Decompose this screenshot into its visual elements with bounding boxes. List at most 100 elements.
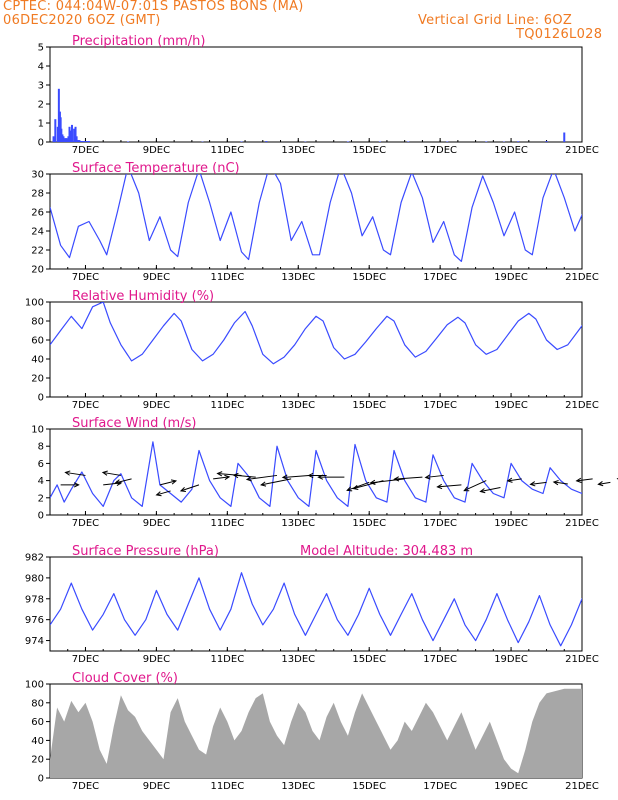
x-tick-label: 17DEC <box>423 518 457 529</box>
y-tick-label: 60 <box>31 336 44 347</box>
precip-bar <box>70 124 73 142</box>
x-tick-label: 17DEC <box>423 272 457 283</box>
y-tick-label: 2 <box>38 493 44 504</box>
x-tick-label: 17DEC <box>423 400 457 411</box>
precip-bar <box>75 136 78 142</box>
x-tick-label: 15DEC <box>352 272 386 283</box>
precip-bar <box>127 141 130 142</box>
x-tick-label: 19DEC <box>494 272 528 283</box>
panel-title: Relative Humidity (%) <box>72 289 214 304</box>
precip-bar <box>64 138 67 142</box>
wind-arrow <box>260 478 292 487</box>
wind-arrow <box>281 474 309 480</box>
precip-bar <box>378 141 381 142</box>
series-line <box>50 174 582 262</box>
x-tick-label: 15DEC <box>352 145 386 156</box>
x-tick-label: 7DEC <box>72 400 99 411</box>
y-tick-label: 974 <box>25 636 44 647</box>
x-tick-label: 7DEC <box>72 272 99 283</box>
y-tick-label: 976 <box>25 615 44 626</box>
y-tick-label: 3 <box>38 81 44 92</box>
y-tick-label: 26 <box>31 208 44 219</box>
wind-arrow <box>552 480 568 486</box>
x-tick-label: 19DEC <box>494 145 528 156</box>
x-tick-label: 13DEC <box>281 654 315 665</box>
y-tick-label: 28 <box>31 189 44 200</box>
x-tick-label: 9DEC <box>143 518 170 529</box>
precip-bar <box>82 141 85 142</box>
x-tick-label: 13DEC <box>281 781 315 792</box>
x-tick-label: 9DEC <box>143 145 170 156</box>
precip-bar <box>62 136 65 142</box>
x-tick-label: 21DEC <box>565 272 599 283</box>
y-tick-label: 10 <box>31 425 44 436</box>
panel-frame <box>49 46 583 143</box>
x-tick-label: 21DEC <box>565 654 599 665</box>
wind-arrow <box>424 474 444 480</box>
precip-bar <box>446 141 449 142</box>
wind-arrow <box>575 477 593 483</box>
wind-arrow <box>155 490 171 497</box>
wind-arrow <box>463 480 487 492</box>
y-tick-label: 20 <box>31 265 44 276</box>
series-line <box>50 302 582 365</box>
panel-subtitle: Model Altitude: 304.483 m <box>300 544 473 559</box>
x-tick-label: 11DEC <box>210 145 244 156</box>
precip-bar <box>67 136 70 142</box>
y-tick-label: 20 <box>31 374 44 385</box>
model-run-id: TQ0126L028 <box>516 27 603 42</box>
panel-title: Surface Pressure (hPa) <box>72 544 219 559</box>
x-tick-label: 13DEC <box>281 145 315 156</box>
x-tick-label: 17DEC <box>423 781 457 792</box>
precip-bar <box>485 141 488 142</box>
y-tick-label: 22 <box>31 246 44 257</box>
wind-arrow <box>101 470 122 476</box>
x-tick-label: 13DEC <box>281 400 315 411</box>
series-line <box>50 441 582 507</box>
x-tick-label: 9DEC <box>143 400 170 411</box>
precip-bar <box>517 141 520 142</box>
y-tick-label: 0 <box>38 511 44 522</box>
x-tick-label: 13DEC <box>281 518 315 529</box>
panel-4: 0 2 4 6 8 10 7DEC 9DEC 11DEC 13DEC 15DEC 17DEC 19DEC… <box>31 416 618 529</box>
x-tick-label: 19DEC <box>494 400 528 411</box>
x-tick-label: 9DEC <box>143 781 170 792</box>
y-tick-label: 80 <box>31 317 44 328</box>
x-tick-label: 21DEC <box>565 145 599 156</box>
y-tick-label: 60 <box>31 717 44 728</box>
y-tick-label: 0 <box>38 774 44 785</box>
y-tick-label: 80 <box>31 698 44 709</box>
wind-arrow <box>393 476 423 482</box>
wind-arrow <box>213 474 231 481</box>
precip-bar <box>265 141 268 142</box>
y-tick-label: 40 <box>31 355 44 366</box>
precip-bar <box>68 126 71 142</box>
x-tick-label: 13DEC <box>281 272 315 283</box>
wind-arrow <box>307 472 327 479</box>
wind-arrow <box>64 470 86 476</box>
panel-5: 974 976 978 980 982 7DEC 9DEC 11DEC 13DEC 15DEC 17… <box>25 544 599 665</box>
wind-arrow <box>436 483 462 490</box>
precip-bar <box>61 134 64 142</box>
x-tick-label: 11DEC <box>210 654 244 665</box>
precip-bar <box>73 128 76 142</box>
x-tick-label: 11DEC <box>210 781 244 792</box>
forecast-date-line: 06DEC2020 6OZ (GMT) <box>3 13 161 28</box>
precip-bar <box>585 141 587 142</box>
precip-bar <box>86 141 89 142</box>
x-tick-label: 7DEC <box>72 781 99 792</box>
x-tick-label: 11DEC <box>210 518 244 529</box>
wind-arrow <box>346 481 370 492</box>
x-tick-label: 11DEC <box>210 272 244 283</box>
x-tick-label: 21DEC <box>565 518 599 529</box>
wind-arrow <box>60 482 80 488</box>
y-tick-label: 40 <box>31 736 44 747</box>
precip-bar <box>52 136 55 142</box>
series-line <box>50 572 582 647</box>
panel-frame <box>49 556 583 652</box>
x-tick-label: 21DEC <box>565 400 599 411</box>
x-tick-label: 11DEC <box>210 400 244 411</box>
y-tick-label: 0 <box>38 138 44 149</box>
station-header-line-1: CPTEC: 044:04W-07:01S PASTOS BONS (MA) <box>3 0 304 14</box>
